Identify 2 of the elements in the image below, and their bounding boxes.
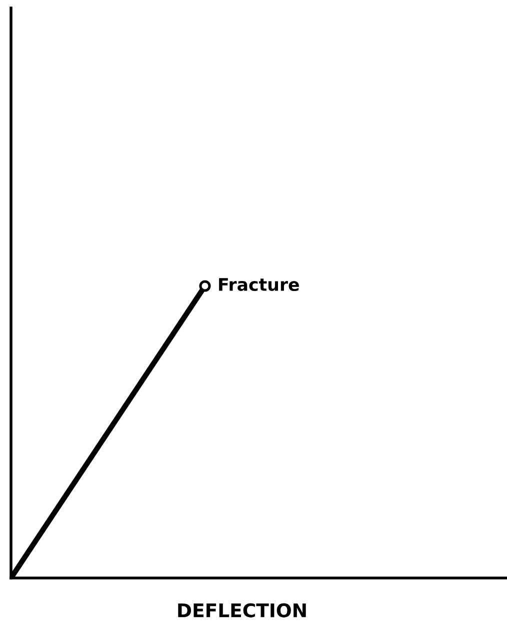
- annotation: Fracture: [219, 278, 299, 292]
- x-axis-title: DEFLECTION: [178, 603, 306, 618]
